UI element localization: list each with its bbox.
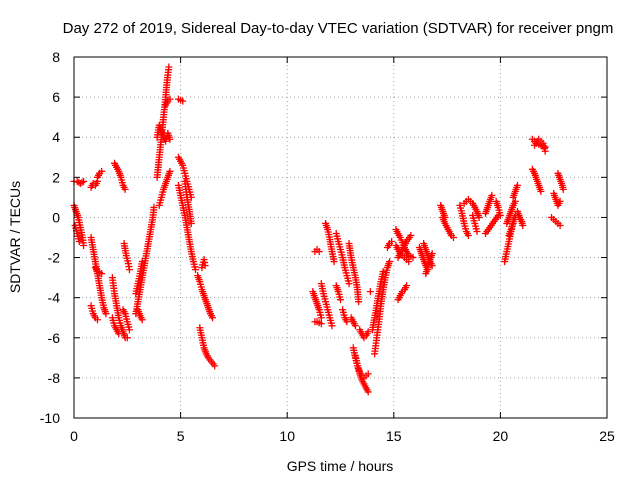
data-point [125, 266, 133, 274]
data-point [123, 334, 131, 342]
data-point [364, 328, 372, 336]
data-point [556, 197, 564, 205]
y-tick-label: 4 [52, 129, 60, 145]
data-point [121, 185, 129, 193]
y-tick-label: -8 [48, 370, 61, 386]
data-point [519, 221, 527, 229]
plot-frame [73, 56, 608, 419]
axis-ticks: 0 5 10 15 20 25 -10 -8 -6 -4 -2 0 2 4 6 8 [40, 49, 615, 444]
x-tick-label: 20 [493, 428, 509, 444]
data-point [78, 178, 86, 186]
data-point [464, 231, 472, 239]
data-point [559, 185, 567, 193]
y-tick-label: -10 [40, 410, 60, 426]
data-point [386, 258, 394, 266]
data-point [209, 314, 217, 322]
y-axis-label: SDTVAR / TECUs [7, 181, 23, 293]
data-point [138, 258, 146, 266]
x-tick-label: 15 [386, 428, 402, 444]
data-point [343, 318, 351, 326]
data-point [166, 135, 174, 143]
data-point [315, 248, 323, 256]
data-point [166, 167, 174, 175]
data-point [192, 266, 200, 274]
data-point [403, 282, 411, 290]
data-point [407, 231, 415, 239]
data-point [138, 316, 146, 324]
data-point [98, 167, 106, 175]
x-tick-label: 10 [279, 428, 295, 444]
data-point [475, 213, 483, 221]
data-points [70, 63, 567, 396]
data-point [541, 147, 549, 155]
x-tick-label: 25 [599, 428, 615, 444]
data-point [337, 296, 344, 304]
data-point [364, 388, 372, 396]
y-tick-label: -6 [48, 330, 61, 346]
x-axis-label: GPS time / hours [287, 458, 394, 474]
data-point [366, 288, 374, 296]
data-point [488, 191, 496, 199]
data-point [405, 258, 413, 266]
data-point [93, 316, 101, 324]
data-point [201, 262, 209, 270]
y-tick-label: 6 [52, 89, 60, 105]
data-point [187, 219, 195, 227]
data-point [513, 181, 521, 189]
data-point [102, 310, 110, 318]
data-point [388, 238, 396, 246]
data-point [211, 362, 219, 370]
data-point [511, 197, 519, 205]
data-point [449, 234, 457, 241]
x-tick-label: 0 [70, 428, 78, 444]
data-point [428, 250, 436, 258]
data-point [317, 314, 325, 322]
data-point [125, 326, 133, 334]
chart-title: Day 272 of 2019, Sidereal Day-to-day VTE… [63, 20, 614, 37]
data-point [115, 330, 123, 338]
data-point [179, 97, 187, 105]
data-point [328, 322, 336, 330]
data-point [473, 227, 481, 235]
data-point [317, 320, 325, 328]
data-point [165, 63, 173, 71]
data-point [537, 187, 545, 195]
data-point [351, 322, 359, 330]
data-point [330, 258, 338, 266]
y-tick-label: 2 [52, 169, 60, 185]
y-tick-label: -2 [48, 250, 61, 266]
data-point [496, 211, 504, 219]
data-point [80, 242, 88, 250]
data-point [150, 203, 158, 211]
data-point [75, 238, 83, 246]
data-point [355, 298, 363, 306]
data-point [80, 177, 88, 185]
data-point [441, 213, 449, 221]
data-point [379, 268, 387, 276]
data-point [409, 254, 417, 262]
data-point [166, 95, 174, 103]
data-point [345, 280, 353, 288]
y-tick-label: 0 [52, 209, 60, 225]
y-tick-label: -4 [48, 290, 61, 306]
x-tick-label: 5 [177, 428, 185, 444]
data-point [556, 221, 564, 229]
y-tick-label: 8 [52, 49, 60, 65]
data-point [98, 270, 106, 278]
data-point [364, 370, 372, 378]
